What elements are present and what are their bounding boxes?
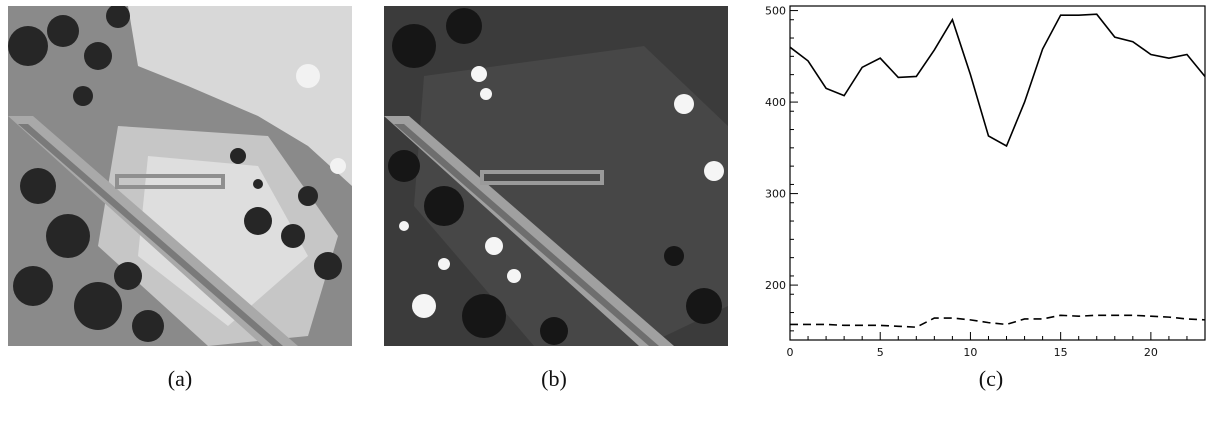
aerial-image-b — [384, 6, 728, 346]
x-tick-label: 0 — [787, 346, 794, 359]
plot-frame — [789, 5, 1206, 341]
y-tick-label: 400 — [765, 96, 786, 109]
x-axis-ticks: 0 5 10 15 20 — [787, 332, 1206, 359]
profile-line-chart: 0 5 10 15 20 200 300 400 500 — [765, 5, 1206, 359]
y-tick-label: 300 — [765, 188, 786, 201]
caption-b: (b) — [541, 366, 567, 391]
solid-series-line — [789, 13, 1206, 148]
dashed-series-line — [790, 314, 1206, 328]
y-tick-label: 200 — [765, 279, 786, 292]
x-tick-label: 5 — [877, 346, 884, 359]
x-tick-label: 20 — [1144, 346, 1158, 359]
aerial-image-a — [8, 6, 352, 346]
caption-c: (c) — [978, 366, 1004, 391]
x-tick-label: 15 — [1054, 346, 1068, 359]
series-group — [789, 13, 1206, 328]
x-tick-label: 10 — [963, 346, 977, 359]
y-axis-ticks: 200 300 400 500 — [765, 5, 798, 332]
y-tick-label: 500 — [765, 5, 786, 18]
caption-a: (a) — [167, 366, 193, 391]
